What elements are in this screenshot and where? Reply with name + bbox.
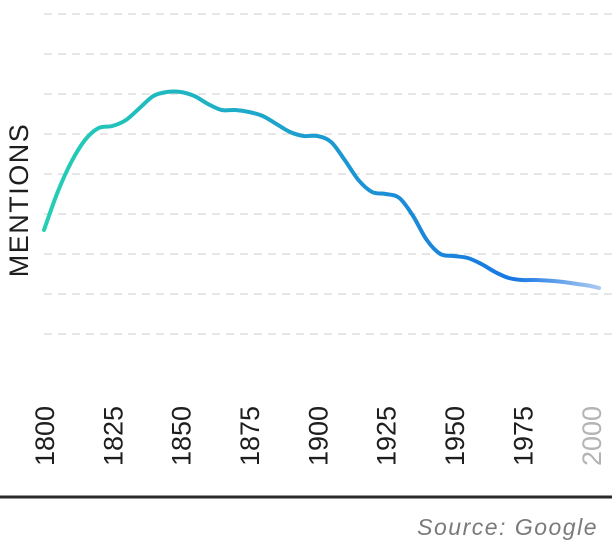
x-tick-label: 1800 bbox=[30, 406, 60, 466]
x-tick-label: 1825 bbox=[98, 406, 128, 466]
x-tick-label: 1950 bbox=[440, 406, 470, 466]
source-note: Source: Google bbox=[417, 514, 598, 540]
x-tick-label: 1850 bbox=[167, 406, 197, 466]
series-line bbox=[42, 89, 601, 290]
gridlines bbox=[44, 13, 612, 335]
x-axis-ticks: 1800 1825 1850 1875 1900 1925 1950 1975 2000 bbox=[30, 406, 607, 466]
y-axis-label: MENTIONS bbox=[4, 123, 34, 278]
x-tick-label: 1975 bbox=[508, 406, 538, 466]
x-tick-label: 1900 bbox=[303, 406, 333, 466]
x-tick-label: 1925 bbox=[372, 406, 402, 466]
x-tick-label: 2000 bbox=[577, 406, 607, 466]
x-tick-label: 1875 bbox=[235, 406, 265, 466]
